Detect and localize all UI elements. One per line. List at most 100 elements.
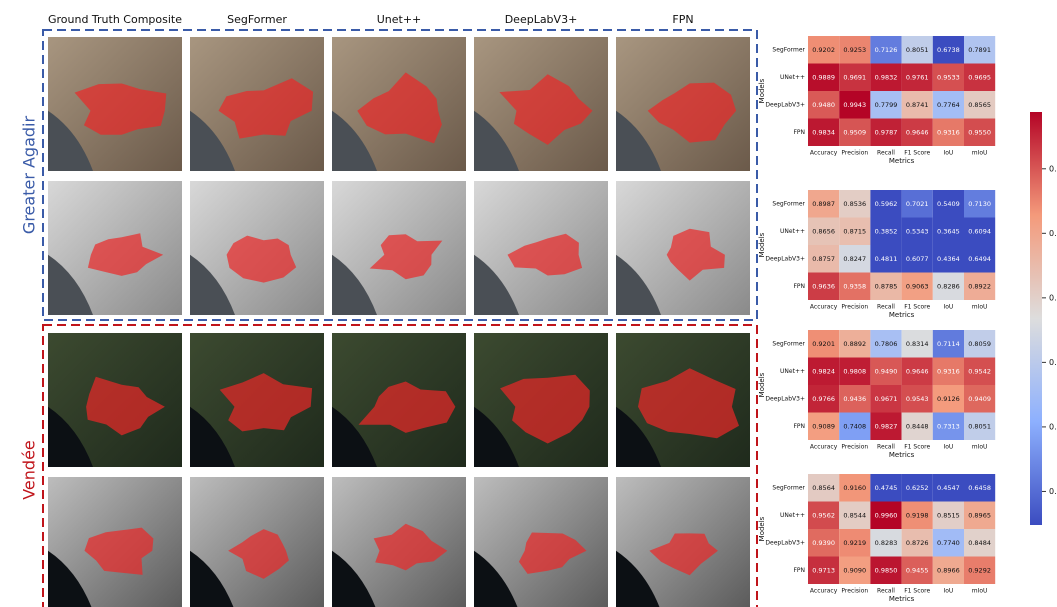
- cell-label: 0.9943: [843, 101, 866, 109]
- cell-label: 0.9761: [906, 73, 929, 81]
- cell-label: 0.9358: [843, 282, 866, 290]
- y-tick-label: UNet++: [780, 74, 805, 81]
- cell-label: 0.8965: [968, 511, 991, 519]
- cell-label: 0.9089: [812, 422, 835, 430]
- cell-label: 0.8536: [843, 200, 866, 208]
- x-tick-label: IoU: [943, 304, 953, 311]
- cell-label: 0.7126: [875, 46, 898, 54]
- cell-label: 0.3645: [937, 227, 960, 235]
- cell-label: 0.9960: [875, 511, 898, 519]
- cell-label: 0.9562: [812, 511, 835, 519]
- cell-label: 0.9808: [843, 367, 866, 375]
- cell-label: 0.8892: [843, 340, 866, 348]
- cell-label: 0.9671: [875, 395, 898, 403]
- cell-label: 0.9390: [812, 539, 835, 547]
- cell-label: 0.9646: [906, 367, 929, 375]
- cell-label: 0.9787: [875, 128, 898, 136]
- cell-label: 0.9409: [968, 395, 991, 403]
- y-tick-label: DeepLabV3+: [765, 539, 805, 546]
- cell-label: 0.8741: [906, 101, 929, 109]
- cell-label: 0.7764: [937, 101, 960, 109]
- cell-label: 0.9436: [843, 395, 866, 403]
- colorbar-tick-label: 0.70: [1049, 487, 1057, 496]
- colorbar-tick-label: 0.80: [1049, 358, 1057, 367]
- cell-label: 0.6252: [906, 484, 929, 492]
- y-tick-label: FPN: [793, 129, 805, 136]
- x-tick-label: Recall: [877, 304, 895, 311]
- x-tick-label: Accuracy: [810, 588, 838, 595]
- cell-label: 0.9198: [906, 511, 929, 519]
- cell-label: 0.6077: [906, 255, 929, 263]
- y-tick-label: FPN: [793, 283, 805, 290]
- cell-label: 0.8715: [843, 227, 866, 235]
- cell-label: 0.9509: [843, 128, 866, 136]
- cell-label: 0.9292: [968, 566, 991, 574]
- cell-label: 0.8564: [812, 484, 835, 492]
- cell-label: 0.9253: [843, 46, 866, 54]
- cell-label: 0.4745: [875, 484, 898, 492]
- y-tick-label: SegFormer: [772, 340, 805, 347]
- x-tick-label: Precision: [841, 444, 868, 451]
- cell-label: 0.8059: [968, 340, 991, 348]
- y-tick-label: UNet++: [780, 228, 805, 235]
- cell-label: 0.6094: [968, 227, 991, 235]
- cell-label: 0.8785: [875, 282, 898, 290]
- x-tick-label: Precision: [841, 150, 868, 157]
- cell-label: 0.3852: [875, 227, 898, 235]
- cell-label: 0.7799: [875, 101, 898, 109]
- cell-label: 0.9063: [906, 282, 929, 290]
- cell-label: 0.8515: [937, 511, 960, 519]
- cell-label: 0.7313: [937, 422, 960, 430]
- y-axis-label: Models: [758, 78, 766, 103]
- y-axis-label: Models: [758, 372, 766, 397]
- y-tick-label: FPN: [793, 567, 805, 574]
- x-axis-label: Metrics: [889, 311, 915, 319]
- x-tick-label: F1 Score: [904, 150, 930, 157]
- cell-label: 0.9713: [812, 566, 835, 574]
- x-axis-label: Metrics: [889, 157, 915, 165]
- cell-label: 0.7740: [937, 539, 960, 547]
- y-tick-label: FPN: [793, 423, 805, 430]
- cell-label: 0.7021: [906, 200, 929, 208]
- cell-label: 0.9542: [968, 367, 991, 375]
- cell-label: 0.4364: [937, 255, 960, 263]
- cell-label: 0.4811: [875, 255, 898, 263]
- cell-label: 0.9090: [843, 566, 866, 574]
- cell-label: 0.7130: [968, 200, 991, 208]
- y-tick-label: DeepLabV3+: [765, 395, 805, 402]
- cell-label: 0.4547: [937, 484, 960, 492]
- x-tick-label: Accuracy: [810, 444, 838, 451]
- x-tick-label: mIoU: [972, 444, 988, 451]
- colorbar-tick-label: 0.75: [1049, 422, 1057, 431]
- colorbar-tick-label: 0.90: [1049, 229, 1057, 238]
- cell-label: 0.9160: [843, 484, 866, 492]
- cell-label: 0.9827: [875, 422, 898, 430]
- cell-label: 0.9550: [968, 128, 991, 136]
- region-label: Vendée: [20, 440, 39, 500]
- cell-label: 0.7408: [843, 422, 866, 430]
- x-tick-label: IoU: [943, 444, 953, 451]
- cell-label: 0.8484: [968, 539, 991, 547]
- cell-label: 0.8286: [937, 282, 960, 290]
- x-tick-label: Recall: [877, 444, 895, 451]
- cell-label: 0.9850: [875, 566, 898, 574]
- y-tick-label: UNet++: [780, 512, 805, 519]
- figure: Greater Agadir Vendée Ground Truth Compo…: [0, 0, 1057, 607]
- cell-label: 0.9889: [812, 73, 835, 81]
- x-tick-label: mIoU: [972, 588, 988, 595]
- cell-label: 0.8565: [968, 101, 991, 109]
- cell-label: 0.5343: [906, 227, 929, 235]
- y-axis-label: Models: [758, 232, 766, 257]
- cell-label: 0.8966: [937, 566, 960, 574]
- x-axis-label: Metrics: [889, 595, 915, 603]
- y-tick-label: UNet++: [780, 368, 805, 375]
- cell-label: 0.5409: [937, 200, 960, 208]
- cell-label: 0.8544: [843, 511, 866, 519]
- x-tick-label: Accuracy: [810, 150, 838, 157]
- cell-label: 0.9766: [812, 395, 835, 403]
- x-tick-label: mIoU: [972, 150, 988, 157]
- x-tick-label: F1 Score: [904, 588, 930, 595]
- cell-label: 0.8987: [812, 200, 835, 208]
- x-axis-label: Metrics: [889, 451, 915, 459]
- column-header: FPN: [672, 13, 693, 26]
